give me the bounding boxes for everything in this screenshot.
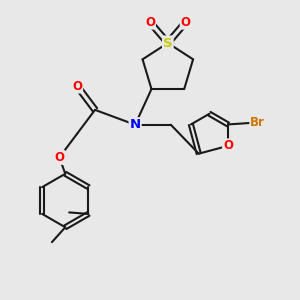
Text: O: O <box>72 80 82 93</box>
Text: O: O <box>181 16 191 29</box>
Text: O: O <box>145 16 155 29</box>
Text: S: S <box>163 37 172 50</box>
Text: Br: Br <box>250 116 265 130</box>
Text: O: O <box>54 151 64 164</box>
Text: N: N <box>130 118 141 131</box>
Text: O: O <box>223 139 233 152</box>
